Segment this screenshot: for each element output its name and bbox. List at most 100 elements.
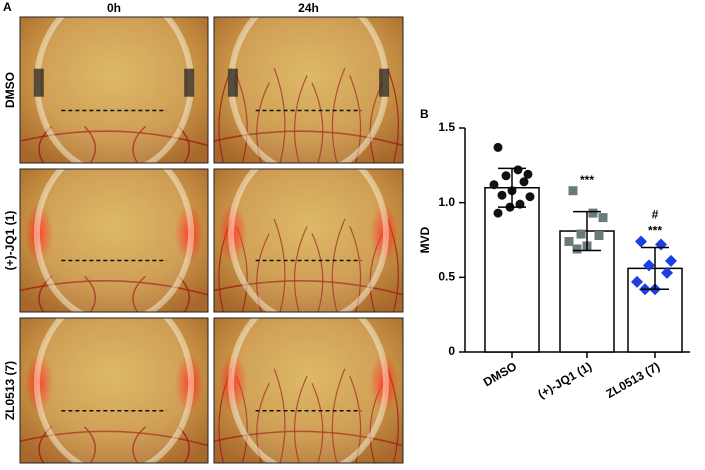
error-bar (641, 246, 669, 291)
photo (20, 17, 208, 163)
panel-label: A (3, 0, 12, 14)
data-point (643, 259, 655, 272)
vessel (311, 82, 324, 163)
column-header: 24h (298, 1, 319, 15)
vessel (331, 67, 346, 163)
ring-glow (24, 353, 53, 414)
data-point (523, 169, 533, 179)
ring (33, 318, 195, 463)
data-point (519, 177, 529, 187)
data-point (497, 190, 507, 200)
ring-glow (370, 203, 399, 264)
photo-border (19, 317, 209, 464)
y-tick-label: 1.5 (438, 120, 455, 134)
vessel (331, 218, 346, 312)
significance-label: # (652, 208, 659, 222)
x-tick-label: ZL0513 (7) (604, 359, 662, 401)
photo (214, 17, 403, 163)
photo-border (213, 168, 404, 313)
row-label: DMSO (3, 72, 17, 108)
vessel (273, 67, 286, 163)
ring (228, 318, 389, 463)
data-point (635, 235, 647, 248)
vessel (177, 275, 191, 312)
data-point (568, 186, 578, 196)
data-point (655, 238, 667, 251)
x-tick-label: (+)-JQ1 (1) (535, 359, 594, 401)
error-bar (498, 167, 526, 208)
data-point (594, 231, 604, 241)
vessel (20, 130, 208, 147)
vessel (331, 368, 346, 463)
vessel (273, 368, 286, 463)
photo-border (19, 16, 209, 164)
vessel (293, 75, 308, 163)
ring (33, 17, 195, 163)
data-point (513, 165, 523, 175)
vessel (311, 233, 324, 312)
photo (214, 318, 403, 463)
data-point (564, 236, 574, 246)
vessel (256, 82, 270, 163)
ring (228, 17, 389, 163)
data-point (493, 208, 503, 218)
vessel (293, 375, 308, 463)
vessel (20, 280, 208, 296)
y-tick-label: 0 (448, 344, 455, 358)
bar (484, 186, 540, 353)
y-tick-label: 1.0 (438, 195, 455, 209)
vessel (293, 225, 308, 312)
vessel (83, 426, 97, 463)
vessel (386, 67, 399, 163)
vessel (20, 430, 208, 447)
ring-glow (175, 353, 204, 414)
vessel (214, 430, 403, 447)
ring-glow (24, 203, 53, 264)
photo (20, 169, 208, 312)
suture (227, 68, 238, 97)
vessel (256, 382, 270, 463)
data-point (631, 275, 643, 288)
photo (214, 169, 403, 312)
ring (228, 169, 389, 312)
panel-label: B (420, 107, 429, 121)
data-point (501, 171, 511, 181)
x-tick-label: DMSO (481, 359, 519, 389)
vessel (38, 275, 53, 312)
suture (379, 68, 390, 97)
vessel (273, 218, 286, 312)
significance-label: *** (580, 173, 594, 187)
vessel (349, 225, 362, 312)
ring (33, 169, 195, 312)
vessel (132, 125, 147, 163)
vessel (83, 125, 97, 163)
photo-border (213, 317, 404, 464)
photo-border (213, 16, 404, 164)
vessel (38, 426, 53, 463)
photo-border (19, 168, 209, 313)
data-point (576, 229, 586, 239)
data-point (572, 244, 582, 254)
suture (184, 68, 195, 97)
vessel (177, 426, 191, 463)
vessel (349, 75, 362, 163)
column-header: 0h (107, 1, 121, 15)
data-point (489, 180, 499, 190)
data-point (588, 208, 598, 218)
data-point (525, 192, 535, 202)
vessel (311, 383, 324, 463)
vessel (177, 125, 191, 163)
vessel (38, 125, 53, 163)
vessel (132, 426, 147, 463)
data-point (661, 266, 673, 279)
vessel (83, 275, 97, 312)
data-point (665, 254, 677, 267)
data-point (493, 142, 503, 152)
ring-glow (218, 353, 247, 414)
data-point (598, 213, 608, 223)
vessel (132, 275, 147, 312)
photo (20, 318, 208, 463)
suture (33, 68, 44, 97)
vessel (235, 75, 248, 163)
y-tick-label: 0.5 (438, 270, 455, 284)
